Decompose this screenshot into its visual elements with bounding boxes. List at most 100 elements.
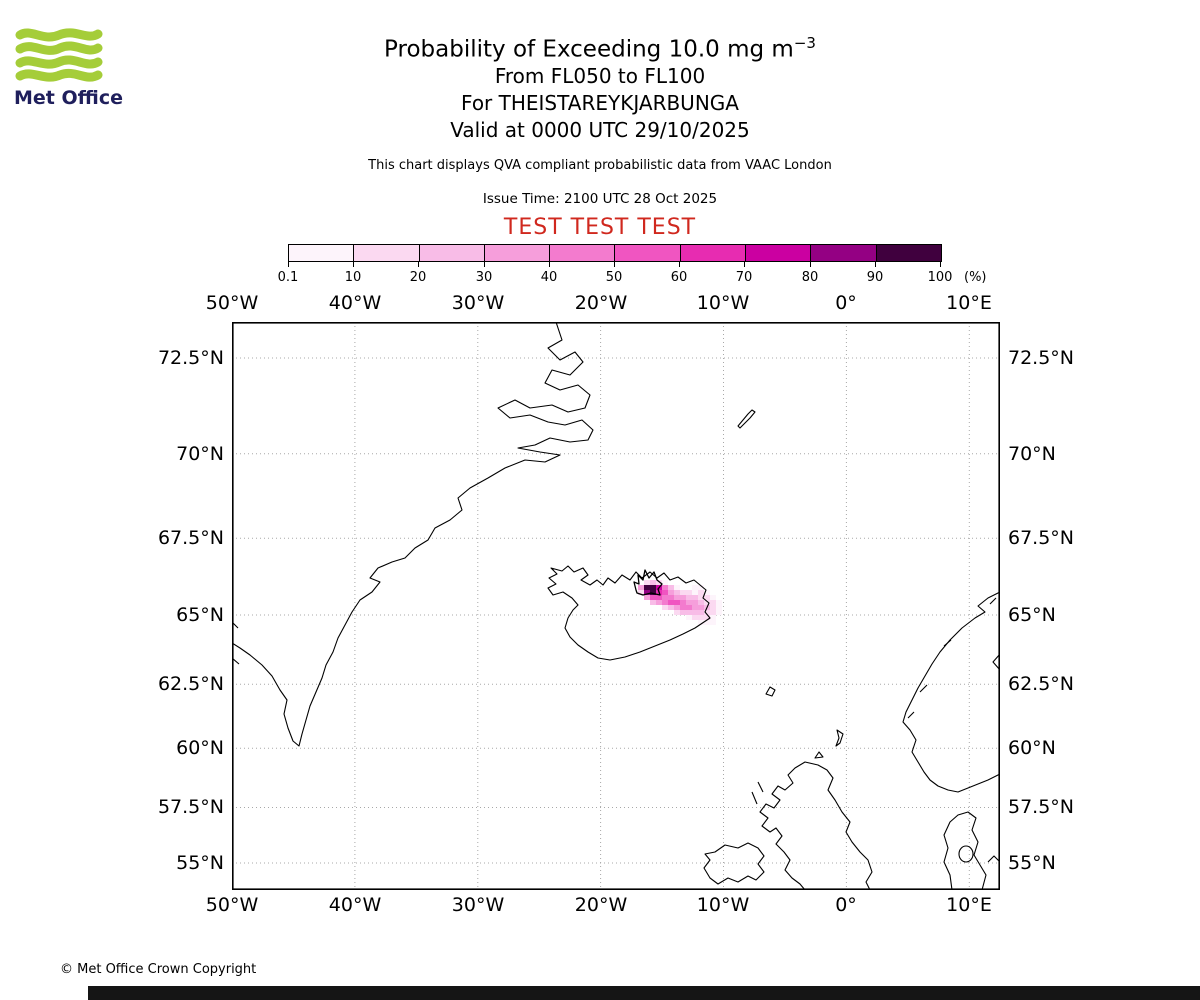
- ash-probability-cell: [650, 595, 656, 600]
- ash-probability-cell: [680, 610, 686, 615]
- map-border: [232, 322, 1000, 890]
- met-office-logo-icon: [15, 28, 103, 82]
- coastline-hebrides: [751, 781, 764, 805]
- ash-probability-cell: [668, 605, 674, 610]
- legend-tick-label: 70: [735, 270, 753, 285]
- lat-label-right: 67.5°N: [1008, 527, 1075, 549]
- logo-text: Met Office: [14, 87, 123, 109]
- ash-probability-cell: [680, 595, 686, 600]
- ash-probability-cell: [656, 580, 662, 585]
- coastline-denmark: [943, 811, 987, 890]
- ash-probability-cell: [692, 595, 698, 600]
- page-title: Probability of Exceeding 10.0 mg m−3: [0, 28, 1200, 65]
- ash-probability-cell: [698, 600, 704, 605]
- ash-probability-cell: [686, 605, 692, 610]
- ash-probability-cell: [644, 580, 650, 585]
- lon-label-bottom: 0°: [835, 894, 857, 916]
- coastline-greenland: [232, 322, 594, 747]
- subtitle-flight-levels: From FL050 to FL100: [494, 64, 706, 88]
- lat-label-left: 70°N: [176, 443, 224, 465]
- legend-tick-mark: [614, 262, 615, 267]
- ash-probability-cell: [710, 610, 716, 615]
- lat-label-right: 55°N: [1008, 852, 1056, 874]
- ash-probability-cell: [692, 615, 698, 620]
- ash-probability-cell: [704, 590, 710, 595]
- legend-ticks: [288, 262, 942, 267]
- lon-label-bottom: 20°W: [574, 894, 628, 916]
- ash-probability-cell: [662, 580, 668, 585]
- ash-probability-cell: [704, 610, 710, 615]
- ash-probability-cell: [692, 605, 698, 610]
- ash-probability-cell: [698, 585, 704, 590]
- ash-probability-cell: [710, 600, 716, 605]
- legend-unit-label: (%): [964, 270, 987, 285]
- ash-probability-cell: [662, 605, 668, 610]
- ash-probability-cell: [668, 595, 674, 600]
- coastlines: [232, 322, 1000, 890]
- ash-probability-cell: [662, 585, 668, 590]
- legend-tick-label: 50: [605, 270, 623, 285]
- legend-color-segment: [289, 245, 355, 261]
- coastline-great-britain: [759, 761, 873, 890]
- page-title-main: Probability of Exceeding 10.0 mg m: [384, 36, 794, 63]
- lat-label-left: 55°N: [176, 852, 224, 874]
- ash-probability-cell: [662, 600, 668, 605]
- legend-colorbar: [288, 244, 942, 262]
- ash-probability-cell: [710, 595, 716, 600]
- subtitle-volcano: For THEISTAREYKJARBUNGA: [461, 91, 739, 115]
- legend-tick-label: 100: [927, 270, 953, 285]
- ash-plume-cells: [638, 580, 722, 625]
- ash-probability-cell: [680, 600, 686, 605]
- ash-probability-cell: [686, 615, 692, 620]
- legend-color-segment: [419, 245, 485, 261]
- ash-probability-cell: [674, 595, 680, 600]
- ash-probability-cell: [668, 585, 674, 590]
- legend-tick-mark: [679, 262, 681, 267]
- lon-label-bottom: 10°E: [946, 894, 992, 916]
- legend-tick-label: 20: [409, 270, 427, 285]
- ash-probability-cell: [692, 600, 698, 605]
- lat-label-left: 72.5°N: [157, 347, 224, 369]
- lon-label-top: 0°: [835, 292, 857, 314]
- legend-tick-mark: [483, 262, 485, 267]
- lat-label-right: 65°N: [1008, 604, 1056, 626]
- ash-probability-cell: [704, 620, 710, 625]
- legend-color-segment: [876, 245, 941, 261]
- ash-probability-cell: [716, 610, 722, 615]
- ash-probability-cell: [680, 605, 686, 610]
- lat-label-left: 67.5°N: [157, 527, 224, 549]
- legend-tick-label: 40: [540, 270, 558, 285]
- ash-probability-cell: [662, 595, 668, 600]
- ash-probability-cell: [704, 615, 710, 620]
- legend-tick-mark: [940, 262, 941, 267]
- bottom-window-bar: [88, 986, 1200, 1000]
- ash-probability-cell: [644, 595, 650, 600]
- ash-probability-cell: [698, 605, 704, 610]
- copyright-text: © Met Office Crown Copyright: [60, 962, 257, 977]
- graticule-grid: [232, 322, 1000, 890]
- coastline-faroe-islands: [765, 686, 776, 697]
- ash-probability-cell: [668, 600, 674, 605]
- lon-label-top: 10°E: [946, 292, 992, 314]
- ash-probability-cell: [650, 580, 656, 585]
- ash-probability-cell: [686, 600, 692, 605]
- ash-probability-cell: [686, 610, 692, 615]
- ash-probability-cell: [668, 590, 674, 595]
- legend-tick-label: 0.1: [277, 270, 299, 285]
- lon-label-bottom: 10°W: [696, 894, 750, 916]
- legend-tick-mark: [288, 262, 289, 267]
- page-title-exponent: −3: [793, 34, 816, 52]
- coastline-ireland: [703, 842, 765, 885]
- lat-label-left: 65°N: [176, 604, 224, 626]
- coastline-orkney: [814, 751, 824, 759]
- legend-color-segment: [680, 245, 747, 261]
- lat-label-right: 70°N: [1008, 443, 1056, 465]
- lon-label-bottom: 40°W: [328, 894, 382, 916]
- lon-label-bottom: 50°W: [205, 894, 259, 916]
- ash-probability-cell: [698, 590, 704, 595]
- lon-label-top: 10°W: [696, 292, 750, 314]
- legend-tick-mark: [548, 262, 550, 267]
- legend-tick-mark: [353, 262, 355, 267]
- ash-probability-cell: [674, 585, 680, 590]
- ash-probability-cell: [674, 600, 680, 605]
